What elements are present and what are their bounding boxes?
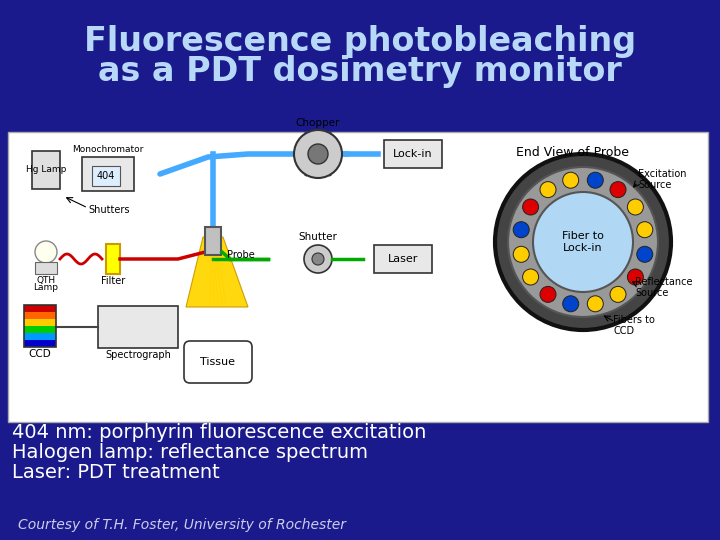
Circle shape xyxy=(523,269,539,285)
Circle shape xyxy=(563,172,579,188)
Circle shape xyxy=(308,144,328,164)
Bar xyxy=(24,305,56,347)
Text: Spectrograph: Spectrograph xyxy=(105,350,171,360)
Circle shape xyxy=(304,245,332,273)
Bar xyxy=(24,319,56,326)
Bar xyxy=(8,132,708,422)
Circle shape xyxy=(508,167,658,317)
Bar xyxy=(35,262,57,274)
Bar xyxy=(82,157,134,191)
Text: Hg Lamp: Hg Lamp xyxy=(26,165,66,174)
FancyBboxPatch shape xyxy=(184,341,252,383)
Text: Fluorescence photobleaching: Fluorescence photobleaching xyxy=(84,25,636,58)
Bar xyxy=(205,227,221,255)
Text: 404: 404 xyxy=(96,171,115,181)
Bar xyxy=(32,151,60,189)
Circle shape xyxy=(540,181,556,198)
Circle shape xyxy=(636,222,653,238)
Text: Source: Source xyxy=(638,180,671,190)
Text: QTH: QTH xyxy=(37,275,55,285)
Bar xyxy=(92,166,120,186)
Text: Tissue: Tissue xyxy=(200,357,235,367)
Circle shape xyxy=(588,296,603,312)
Text: Laser: PDT treatment: Laser: PDT treatment xyxy=(12,463,220,483)
Text: as a PDT dosimetry monitor: as a PDT dosimetry monitor xyxy=(98,56,622,89)
Text: Shutters: Shutters xyxy=(88,205,130,215)
Text: Probe: Probe xyxy=(227,250,255,260)
Circle shape xyxy=(533,192,633,292)
Text: Lock-in: Lock-in xyxy=(393,149,433,159)
Bar xyxy=(106,244,120,274)
Circle shape xyxy=(636,246,653,262)
Bar xyxy=(374,245,432,273)
Circle shape xyxy=(513,246,529,262)
Circle shape xyxy=(294,130,342,178)
Text: 404 nm: porphyrin fluorescence excitation: 404 nm: porphyrin fluorescence excitatio… xyxy=(12,423,426,442)
Text: Laser: Laser xyxy=(388,254,418,264)
Circle shape xyxy=(312,253,324,265)
Text: Reflectance: Reflectance xyxy=(635,277,693,287)
Text: Excitation: Excitation xyxy=(638,169,686,179)
Text: Courtesy of T.H. Foster, University of Rochester: Courtesy of T.H. Foster, University of R… xyxy=(18,518,346,532)
Bar xyxy=(24,305,56,312)
Circle shape xyxy=(495,154,671,330)
Text: CCD: CCD xyxy=(613,326,634,336)
Circle shape xyxy=(523,199,539,215)
Text: Source: Source xyxy=(635,288,668,298)
Text: CCD: CCD xyxy=(29,349,51,359)
Bar xyxy=(24,312,56,319)
Text: End View of Probe: End View of Probe xyxy=(516,145,629,159)
Bar xyxy=(24,333,56,340)
Bar xyxy=(24,340,56,347)
Polygon shape xyxy=(186,237,248,307)
Text: Monochromator: Monochromator xyxy=(72,145,144,154)
Circle shape xyxy=(563,296,579,312)
Bar xyxy=(98,306,178,348)
Circle shape xyxy=(35,241,57,263)
Text: Fibers to: Fibers to xyxy=(613,315,655,325)
Circle shape xyxy=(627,199,644,215)
Bar xyxy=(24,326,56,333)
Text: Filter: Filter xyxy=(101,276,125,286)
Bar xyxy=(384,140,442,168)
Text: Shutter: Shutter xyxy=(299,232,338,242)
Circle shape xyxy=(513,222,529,238)
Circle shape xyxy=(610,181,626,198)
Text: Lamp: Lamp xyxy=(34,284,58,293)
Text: Fiber to
Lock-in: Fiber to Lock-in xyxy=(562,231,604,253)
Circle shape xyxy=(610,286,626,302)
Circle shape xyxy=(627,269,644,285)
Circle shape xyxy=(588,172,603,188)
Text: Halogen lamp: reflectance spectrum: Halogen lamp: reflectance spectrum xyxy=(12,443,368,462)
Circle shape xyxy=(540,286,556,302)
Text: Chopper: Chopper xyxy=(296,118,340,128)
